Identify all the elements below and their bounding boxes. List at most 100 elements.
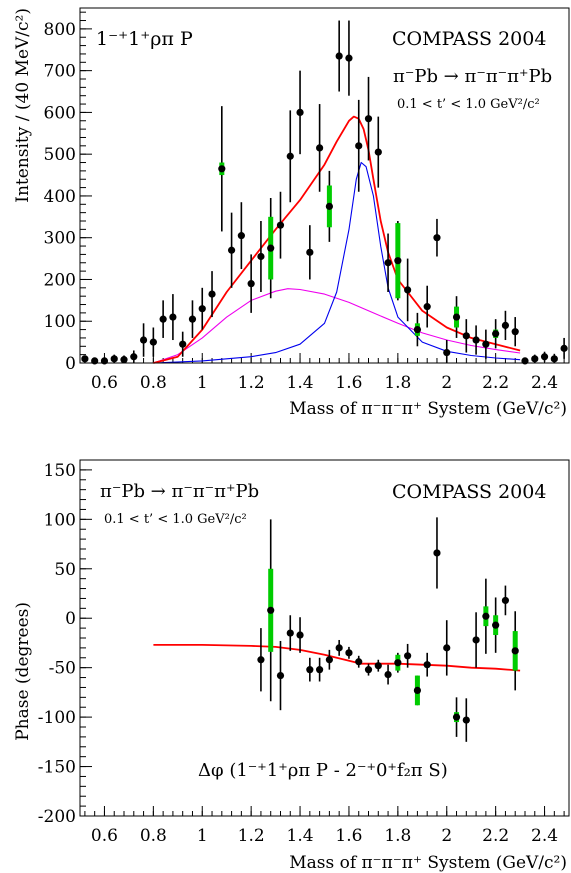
wave-label: 1⁻⁺1⁺ρπ P xyxy=(96,28,193,50)
intensity-data-point xyxy=(394,257,402,265)
phase-difference-label: Δφ (1⁻⁺1⁺ρπ P - 2⁻⁺0⁺f₂π S) xyxy=(198,760,448,781)
phase-x-tick-label: 0.6 xyxy=(91,826,118,846)
intensity-plot-frame xyxy=(79,7,570,364)
phase-y-tick-label: 0 xyxy=(65,609,76,629)
intensity-x-tick-label: 1.8 xyxy=(384,373,411,393)
phase-data-point xyxy=(423,661,431,669)
phase-x-tick-label: 1.4 xyxy=(287,826,314,846)
intensity-x-tick-label: 1.2 xyxy=(238,373,265,393)
intensity-data-point xyxy=(110,355,118,363)
intensity-data-point xyxy=(423,303,431,311)
phase-data-point xyxy=(404,652,412,660)
phase-data-point xyxy=(482,612,490,620)
phase-data-point xyxy=(501,596,510,605)
intensity-y-tick-label: 800 xyxy=(44,20,76,40)
tcut-label: 0.1 < t’ < 1.0 GeV²/c² xyxy=(104,512,247,527)
experiment-label: COMPASS 2004 xyxy=(392,481,546,503)
intensity-curves xyxy=(153,115,521,364)
phase-data-point xyxy=(511,647,519,655)
intensity-data-point xyxy=(198,305,206,313)
phase-y-tick-label: -100 xyxy=(38,708,76,728)
intensity-data-point xyxy=(179,340,187,348)
intensity-y-tick-label: 500 xyxy=(44,145,76,165)
intensity-data-point xyxy=(384,259,392,267)
phase-points xyxy=(257,517,519,742)
intensity-data-point xyxy=(364,115,373,123)
tcut-label: 0.1 < t’ < 1.0 GeV²/c² xyxy=(397,97,540,112)
intensity-data-point xyxy=(472,336,480,344)
intensity-data-point xyxy=(335,52,343,60)
phase-data-point xyxy=(306,666,314,674)
intensity-data-point xyxy=(159,315,167,323)
intensity-data-point xyxy=(462,332,470,340)
intensity-data-point xyxy=(345,54,353,62)
phase-data-point xyxy=(276,671,285,680)
intensity-x-tick-label: 2.2 xyxy=(482,373,509,393)
phase-data-point xyxy=(374,662,382,670)
phase-data-point xyxy=(462,716,470,724)
intensity-data-point xyxy=(452,313,461,321)
intensity-data-point xyxy=(316,144,324,152)
intensity-data-point xyxy=(404,286,412,294)
phase-x-tick-label: 1 xyxy=(197,826,208,846)
phase-data-point xyxy=(257,656,265,664)
phase-x-tick-label: 1.2 xyxy=(238,826,265,846)
intensity-data-point xyxy=(560,344,568,352)
phase-x-tick-label: 0.8 xyxy=(140,826,167,846)
intensity-x-tick-label: 1.4 xyxy=(287,373,314,393)
intensity-data-point xyxy=(218,165,226,173)
intensity-data-point xyxy=(276,221,285,229)
intensity-data-point xyxy=(550,355,558,363)
intensity-data-point xyxy=(169,313,177,321)
phase-data-point xyxy=(335,644,343,652)
phase-y-tick-label: -50 xyxy=(49,659,76,679)
intensity-data-point xyxy=(267,244,275,252)
phase-data-point xyxy=(443,644,451,652)
intensity-x-tick-label: 1.6 xyxy=(335,373,362,393)
intensity-data-point xyxy=(286,152,294,160)
intensity-panel: 0.6 0.8 1 1.2 1.4 1.6 1.8 2 2.2 2.4 0 100 200 300 400 5… xyxy=(13,7,570,419)
intensity-x-axis-label: Mass of π⁻π⁻π⁺ System (GeV/c²) xyxy=(289,399,567,419)
phase-y-tick-label: 150 xyxy=(44,461,76,481)
intensity-background-curve xyxy=(153,288,521,364)
intensity-data-point xyxy=(247,280,255,288)
intensity-data-point xyxy=(413,325,422,334)
phase-data-point xyxy=(296,631,304,639)
phase-data-point xyxy=(345,649,353,657)
intensity-y-axis-label: Intensity / (40 MeV/c²) xyxy=(13,8,33,203)
intensity-data-point xyxy=(257,252,265,261)
phase-data-point xyxy=(286,629,294,637)
intensity-data-point xyxy=(208,290,216,298)
intensity-y-tick-label: 200 xyxy=(44,270,76,290)
intensity-data-point xyxy=(482,340,490,348)
phase-y-tick-label: -200 xyxy=(38,807,76,827)
phase-x-tick-label: 2 xyxy=(441,826,452,846)
intensity-data-point xyxy=(355,142,363,150)
intensity-data-point xyxy=(501,321,510,330)
intensity-data-point xyxy=(511,328,519,336)
intensity-data-point xyxy=(139,336,148,344)
phase-y-tick-label: 100 xyxy=(44,510,76,530)
intensity-y-tick-label: 400 xyxy=(44,187,76,207)
intensity-y-tick-label: 300 xyxy=(44,229,76,249)
intensity-data-point xyxy=(325,202,333,210)
intensity-ticks: 0.6 0.8 1 1.2 1.4 1.6 1.8 2 2.2 2.4 0 100 200 300 400 5… xyxy=(44,11,565,393)
phase-data-point xyxy=(355,658,363,666)
intensity-data-point xyxy=(120,356,128,364)
phase-data-point xyxy=(452,713,461,721)
phase-x-axis-label: Mass of π⁻π⁻π⁺ System (GeV/c²) xyxy=(289,853,567,873)
intensity-data-point xyxy=(540,353,549,361)
intensity-y-tick-label: 0 xyxy=(65,354,76,374)
intensity-data-point xyxy=(443,348,451,357)
phase-plot-frame xyxy=(79,459,570,817)
intensity-data-point xyxy=(492,330,500,338)
intensity-data-point xyxy=(149,338,157,346)
intensity-data-point xyxy=(296,108,304,117)
phase-data-point xyxy=(364,666,373,674)
intensity-y-tick-label: 700 xyxy=(44,62,76,82)
intensity-y-tick-label: 100 xyxy=(44,312,76,332)
phase-panel: 0.6 0.8 1 1.2 1.4 1.6 1.8 2 2.2 2.4 -200 -150 -100 -5… xyxy=(13,459,570,873)
intensity-x-tick-label: 0.8 xyxy=(140,373,167,393)
phase-y-tick-label: 50 xyxy=(54,560,76,580)
